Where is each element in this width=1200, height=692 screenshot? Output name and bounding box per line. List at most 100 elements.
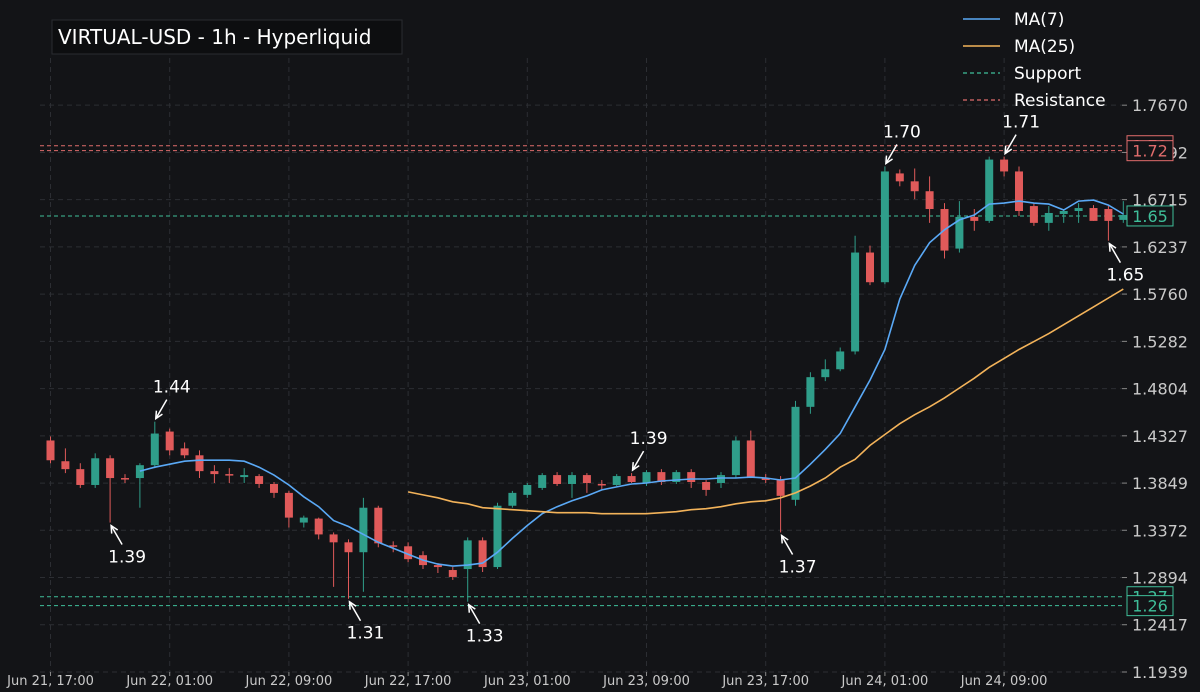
y-tick-label: 1.5282 — [1132, 332, 1188, 351]
support-level-label: 1.65 — [1126, 205, 1174, 227]
candle-body — [880, 171, 889, 283]
legend-item: Resistance — [963, 91, 1106, 111]
annotation-arrow — [780, 535, 794, 555]
candle-body — [195, 455, 204, 472]
support-level-label: 1.26 — [1126, 595, 1174, 617]
candle-body — [731, 440, 740, 476]
legend-label: Support — [1014, 64, 1082, 84]
candle-body — [955, 216, 964, 249]
level-label-box — [1126, 140, 1174, 162]
legend-item: Support — [963, 64, 1082, 84]
y-tick-label: 1.4804 — [1132, 380, 1188, 399]
candle-down — [255, 474, 264, 488]
candle-down — [210, 465, 219, 483]
candle-body — [508, 492, 517, 506]
price-annotation: 1.65 — [1106, 242, 1144, 286]
annotation-arrowhead — [1108, 242, 1117, 252]
candle-body — [597, 483, 606, 486]
candle-down — [270, 482, 278, 498]
candle-down — [329, 532, 338, 587]
candle-down — [1029, 203, 1038, 226]
candle-body — [642, 472, 651, 483]
candle-body — [404, 546, 413, 560]
candle-body — [389, 545, 398, 547]
candle-body — [433, 565, 442, 568]
candle-body — [717, 475, 725, 483]
candle-down — [925, 176, 934, 223]
annotation-label: 1.37 — [779, 557, 817, 577]
candle-body — [746, 440, 755, 479]
candle-body — [359, 507, 368, 553]
candle-body — [1104, 209, 1113, 221]
legend-label: Resistance — [1014, 91, 1106, 111]
candle-body — [284, 492, 293, 518]
candle-body — [851, 252, 860, 352]
candle-down — [225, 468, 234, 483]
candle-body — [314, 518, 323, 535]
candle-down — [314, 517, 323, 540]
annotation-arrow — [348, 601, 362, 622]
y-tick-label: 1.3372 — [1132, 521, 1188, 540]
x-tick-label: Jun 22, 01:00 — [125, 674, 213, 689]
candle-down — [404, 542, 413, 563]
x-tick-label: Jun 23, 17:00 — [721, 674, 809, 689]
candle-up — [717, 472, 725, 488]
candle-body — [970, 216, 979, 221]
candle-body — [150, 433, 159, 466]
y-tick-label: 1.5760 — [1132, 285, 1188, 304]
annotation-label: 1.39 — [108, 548, 146, 568]
candle-body — [270, 483, 278, 493]
annotation-arrow — [631, 450, 645, 471]
candle-down — [106, 455, 115, 523]
candle-up — [91, 453, 100, 488]
candle-up — [1074, 203, 1083, 223]
candle-body — [568, 475, 576, 484]
candle-down — [61, 448, 70, 474]
candle-body — [687, 472, 696, 483]
annotation-arrowhead — [154, 410, 163, 421]
y-tick-label: 1.2894 — [1132, 569, 1188, 588]
y-tick-label: 1.2417 — [1132, 616, 1188, 635]
x-tick-label: Jun 23, 01:00 — [483, 674, 571, 689]
candle-body — [821, 369, 830, 378]
candle-up — [985, 156, 994, 223]
annotation-label: 1.39 — [630, 429, 668, 449]
candle-body — [210, 471, 219, 475]
x-tick-label: Jun 23, 09:00 — [602, 674, 690, 689]
candle-body — [806, 377, 815, 407]
candle-down — [448, 567, 457, 580]
y-tick-label: 1.7670 — [1132, 96, 1188, 115]
level-label-text: 1.72 — [1132, 142, 1168, 161]
annotation-arrowhead — [110, 524, 119, 534]
candle-body — [702, 482, 711, 490]
annotation-label: 1.33 — [466, 627, 504, 647]
candle-up — [240, 468, 249, 483]
candle-body — [329, 534, 338, 543]
annotation-arrowhead — [467, 603, 476, 613]
candle-down — [389, 541, 398, 553]
candle-body — [61, 461, 70, 470]
annotation-arrow — [110, 525, 123, 545]
candle-body — [866, 252, 874, 283]
price-annotation: 1.39 — [108, 524, 146, 568]
candle-body — [627, 476, 636, 483]
candle-body — [1015, 171, 1023, 212]
x-axis: Jun 21, 17:00 Jun 22, 01:00 Jun 22, 09:00 J… — [6, 672, 1047, 689]
moving-average-lines — [139, 199, 1124, 567]
candle-body — [523, 484, 532, 495]
annotation-arrowhead — [348, 600, 357, 610]
candle-up — [299, 515, 308, 528]
candle-up — [672, 470, 681, 484]
x-tick-label: Jun 24, 01:00 — [841, 674, 929, 689]
annotation-label: 1.31 — [347, 624, 385, 644]
candle-body — [463, 540, 472, 570]
candle-body — [761, 478, 770, 481]
candle-down — [657, 469, 666, 485]
annotation-arrow — [885, 144, 898, 164]
candle-body — [672, 472, 681, 483]
candle-up — [150, 421, 159, 469]
resistance-level-label: 1.72 — [1126, 140, 1174, 162]
candle-body — [255, 476, 264, 484]
